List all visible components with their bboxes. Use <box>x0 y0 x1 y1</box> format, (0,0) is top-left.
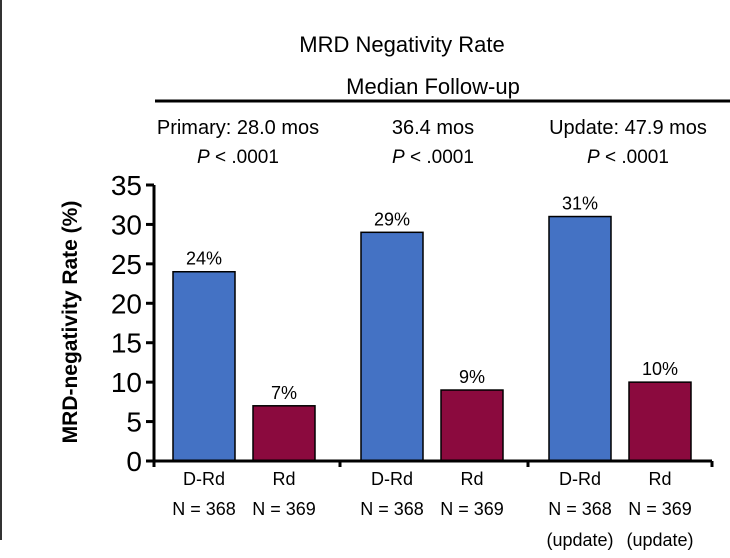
bar-n-label: N = 369 <box>628 499 692 519</box>
y-tick-label: 20 <box>111 288 142 319</box>
bar <box>440 389 504 462</box>
bar-n-label: N = 368 <box>548 499 612 519</box>
bar <box>628 381 692 462</box>
bar-n-label: N = 368 <box>360 499 424 519</box>
y-tick-label: 10 <box>111 367 142 398</box>
slide-left-border <box>0 0 2 540</box>
y-axis: 0 5 10 15 20 25 30 35 <box>111 170 156 477</box>
bars: 24% 7% 29% 9% 31% 10% <box>172 194 692 462</box>
bar-extra-label: (update) <box>546 530 613 550</box>
bar <box>548 215 612 462</box>
group-header: Primary: 28.0 mos <box>157 117 319 139</box>
group-p-value: P < .0001 <box>197 147 279 168</box>
bar-value-label: 31% <box>562 194 598 214</box>
y-axis-label: MRD-negativity Rate (%) <box>59 201 82 444</box>
bar-category-label: Rd <box>272 469 295 489</box>
y-tick-label: 15 <box>111 328 142 359</box>
y-tick-label: 0 <box>126 446 142 477</box>
group-p-value: P < .0001 <box>587 147 669 168</box>
y-tick-label: 5 <box>126 407 142 438</box>
bar-n-label: N = 369 <box>440 499 504 519</box>
bar-category-label: Rd <box>460 469 483 489</box>
group-header: Update: 47.9 mos <box>549 117 707 139</box>
bar-value-label: 10% <box>642 359 678 379</box>
bar-value-label: 29% <box>374 209 410 229</box>
bar <box>252 405 316 462</box>
bar-n-label: N = 369 <box>252 499 316 519</box>
y-tick-label: 35 <box>111 170 142 201</box>
y-tick-label: 30 <box>111 209 142 240</box>
chart-title: MRD Negativity Rate <box>299 32 504 57</box>
bar <box>172 270 236 462</box>
group-header: 36.4 mos <box>392 117 474 139</box>
bar <box>360 231 424 462</box>
bar-category-label: D-Rd <box>559 469 601 489</box>
bar-category-label: D-Rd <box>183 469 225 489</box>
bar-category-label: D-Rd <box>371 469 413 489</box>
bar-category-label: Rd <box>648 469 671 489</box>
chart-subtitle: Median Follow-up <box>346 74 520 99</box>
bar-value-label: 9% <box>459 367 485 387</box>
bar-value-label: 7% <box>271 383 297 403</box>
bar-extra-label: (update) <box>626 530 693 550</box>
x-axis: D-Rd N = 368 Rd N = 369 D-Rd N = 368 Rd N = 369… <box>152 459 714 550</box>
group-p-value: P < .0001 <box>392 147 474 168</box>
bar-n-label: N = 368 <box>172 499 236 519</box>
y-tick-label: 25 <box>111 249 142 280</box>
group-headers: Primary: 28.0 mos P < .0001 36.4 mos P < .0… <box>157 117 707 168</box>
bar-value-label: 24% <box>186 249 222 269</box>
